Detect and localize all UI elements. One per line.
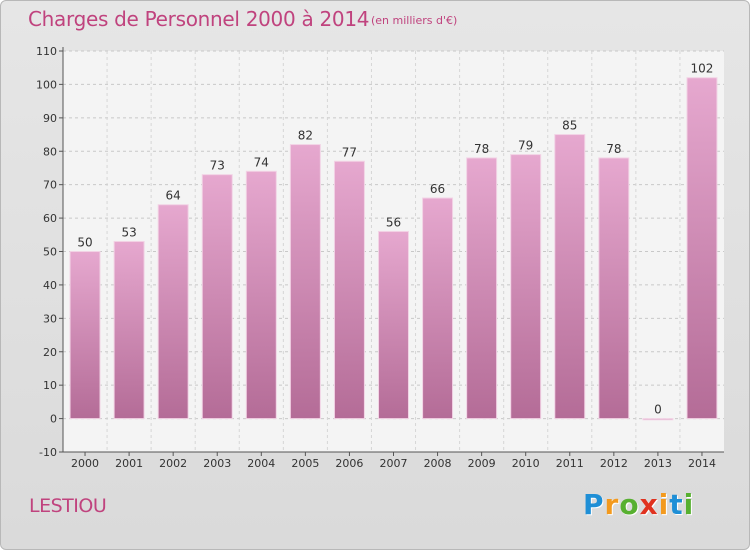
y-tick-label: 70 <box>43 179 57 192</box>
x-tick-labels: 2000 2001 2002 2003 2004 2005 2006 2007 2008 2009… <box>71 457 716 470</box>
chart-subtitle: (en milliers d'€) <box>371 14 458 27</box>
data-label-2013: 0 <box>654 403 662 417</box>
x-tick-label-2007: 2007 <box>380 457 408 470</box>
y-tick-label: 80 <box>43 145 57 158</box>
x-tick-label-2011: 2011 <box>556 457 584 470</box>
logo-letter: P <box>583 488 605 521</box>
commune-name: LESTIOU <box>29 495 107 517</box>
bar-2006 <box>333 160 365 420</box>
proxiti-logo: Proxiti <box>583 488 694 521</box>
data-label-2000: 50 <box>77 236 92 250</box>
x-tick-label-2012: 2012 <box>600 457 628 470</box>
data-label-2004: 74 <box>254 155 269 169</box>
data-label-2003: 73 <box>210 159 225 173</box>
logo-letter: i <box>683 488 695 521</box>
data-label-2006: 77 <box>342 145 357 159</box>
y-tick-label: 0 <box>50 413 57 426</box>
x-tick-label-2014: 2014 <box>688 457 716 470</box>
bar-2011 <box>554 134 586 420</box>
y-tick-label: 10 <box>43 379 57 392</box>
axes <box>59 47 724 456</box>
y-tick-label: 20 <box>43 346 57 359</box>
data-label-2007: 56 <box>386 215 401 229</box>
logo-letter: o <box>619 488 640 521</box>
bar-2013 <box>642 418 674 421</box>
y-tick-label: 30 <box>43 312 57 325</box>
y-tick-label: 100 <box>36 78 57 91</box>
x-tick-label-2005: 2005 <box>291 457 319 470</box>
logo-letter: r <box>604 488 620 521</box>
data-label-2010: 79 <box>518 139 533 153</box>
x-tick-label-2009: 2009 <box>468 457 496 470</box>
bar-2002 <box>157 204 189 420</box>
y-tick-label: 40 <box>43 279 57 292</box>
x-tick-label-2001: 2001 <box>115 457 143 470</box>
x-tick-label-2003: 2003 <box>203 457 231 470</box>
data-label-2014: 102 <box>691 62 714 76</box>
bar-2010 <box>510 154 542 420</box>
bar-2000 <box>69 251 101 420</box>
bar-2005 <box>289 144 321 420</box>
y-tick-label: -10 <box>39 446 57 459</box>
x-tick-label-2004: 2004 <box>247 457 275 470</box>
bar-2007 <box>378 230 409 420</box>
logo-letter: x <box>639 488 659 521</box>
data-label-2008: 66 <box>430 182 445 196</box>
x-tick-label-2002: 2002 <box>159 457 187 470</box>
data-label-2009: 78 <box>474 142 489 156</box>
bar-2012 <box>598 157 630 420</box>
bars <box>69 77 718 421</box>
y-tick-label: 50 <box>43 246 57 259</box>
bar-2001 <box>113 240 145 420</box>
data-label-2001: 53 <box>121 225 136 239</box>
x-tick-label-2000: 2000 <box>71 457 99 470</box>
x-tick-label-2010: 2010 <box>512 457 540 470</box>
y-tick-label: 90 <box>43 112 57 125</box>
data-label-2002: 64 <box>166 189 181 203</box>
data-label-2011: 85 <box>562 119 577 133</box>
bar-2004 <box>245 170 277 420</box>
bar-2014 <box>686 77 718 420</box>
data-label-2005: 82 <box>298 129 313 143</box>
bar-2003 <box>201 174 233 420</box>
bar-2009 <box>466 157 498 420</box>
y-tick-label: 60 <box>43 212 57 225</box>
chart-title: Charges de Personnel 2000 à 2014 <box>28 7 370 31</box>
y-tick-labels: -10 0 10 20 30 40 50 60 70 80 90 100 110 <box>36 45 57 459</box>
x-tick-label-2008: 2008 <box>424 457 452 470</box>
logo-letter: i <box>658 488 670 521</box>
x-tick-label-2006: 2006 <box>335 457 363 470</box>
data-labels: 50 53 64 73 74 82 77 56 66 78 79 85 78 0 102 <box>77 62 713 417</box>
y-tick-label: 110 <box>36 45 57 58</box>
data-label-2012: 78 <box>606 142 621 156</box>
x-tick-label-2013: 2013 <box>644 457 672 470</box>
bar-2008 <box>422 197 454 420</box>
logo-letter: t <box>669 488 684 521</box>
